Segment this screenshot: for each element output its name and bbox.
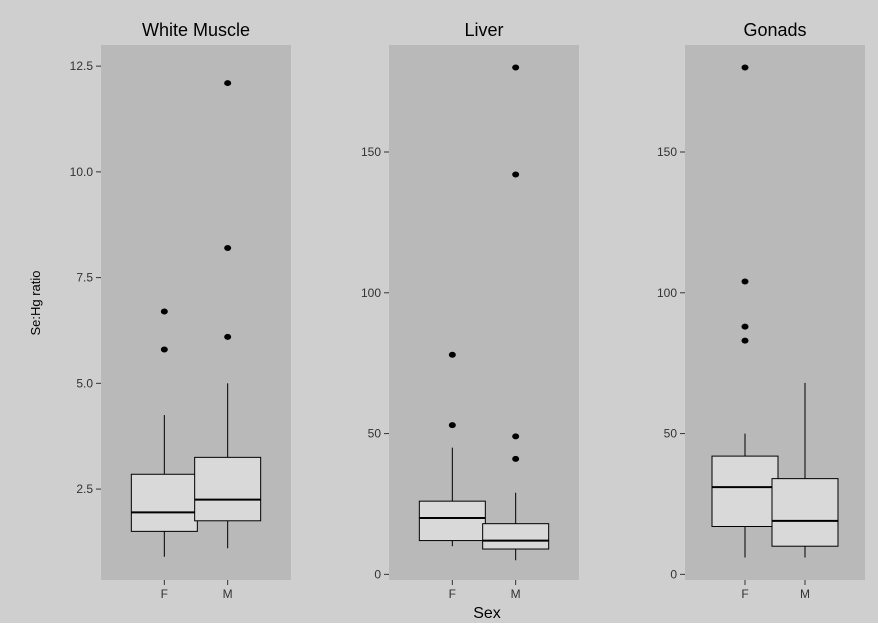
panel-title: Gonads <box>743 20 806 40</box>
y-tick-label: 12.5 <box>70 59 94 73</box>
box-M <box>771 382 839 558</box>
outlier-point <box>741 64 749 71</box>
y-tick-label: 10.0 <box>70 165 94 179</box>
box-iqr <box>482 523 550 550</box>
y-tick-label: 2.5 <box>76 482 93 496</box>
box-iqr <box>130 473 198 532</box>
outlier-point <box>512 455 520 462</box>
outlier-point <box>160 308 168 315</box>
panel-2: Liver 0 50 100 150 F M <box>361 20 579 601</box>
outlier-point <box>512 433 520 440</box>
y-tick-label: 7.5 <box>76 271 93 285</box>
panel-3: Gonads 0 50 100 150 F M <box>657 20 865 601</box>
panel-title: Liver <box>464 20 503 40</box>
outlier-point <box>741 278 749 285</box>
x-tick-label: F <box>741 587 748 601</box>
y-axis-title: Se:Hg ratio <box>28 270 43 335</box>
x-tick-label: F <box>161 587 168 601</box>
y-tick-label: 0 <box>374 567 381 581</box>
box-M <box>194 80 262 549</box>
box-F <box>130 308 198 557</box>
y-tick-label: 100 <box>361 286 381 300</box>
y-tick-label: 150 <box>361 145 381 159</box>
box-iqr <box>711 455 779 527</box>
y-tick-label: 100 <box>657 286 677 300</box>
box-F <box>418 351 486 547</box>
outlier-point <box>741 337 749 344</box>
box-F <box>711 64 779 558</box>
box-iqr <box>194 456 262 522</box>
panel-1: White Muscle 2.5 5.0 7.5 10.0 12.5 F M <box>70 20 291 601</box>
box-iqr <box>771 478 839 547</box>
outlier-point <box>448 422 456 429</box>
outlier-point <box>512 171 520 178</box>
outlier-point <box>224 80 232 87</box>
outlier-point <box>160 346 168 353</box>
y-tick-label: 50 <box>368 427 382 441</box>
x-tick-label: M <box>223 587 233 601</box>
y-tick-label: 5.0 <box>76 376 93 390</box>
box-iqr <box>418 500 486 542</box>
box-M <box>482 64 550 561</box>
panel-title: White Muscle <box>142 20 250 40</box>
x-tick-label: F <box>449 587 456 601</box>
panels-layer: White Muscle 2.5 5.0 7.5 10.0 12.5 F M Liver 0 50 1… <box>70 20 865 601</box>
x-tick-label: M <box>511 587 521 601</box>
y-tick-label: 0 <box>670 567 677 581</box>
outlier-point <box>224 333 232 340</box>
outlier-point <box>448 351 456 358</box>
outlier-point <box>741 323 749 330</box>
y-tick-label: 150 <box>657 145 677 159</box>
x-axis-title: Sex <box>473 605 501 622</box>
outlier-point <box>224 245 232 252</box>
y-tick-label: 50 <box>664 427 678 441</box>
panel-background <box>389 45 579 580</box>
outlier-point <box>512 64 520 71</box>
x-tick-label: M <box>800 587 810 601</box>
